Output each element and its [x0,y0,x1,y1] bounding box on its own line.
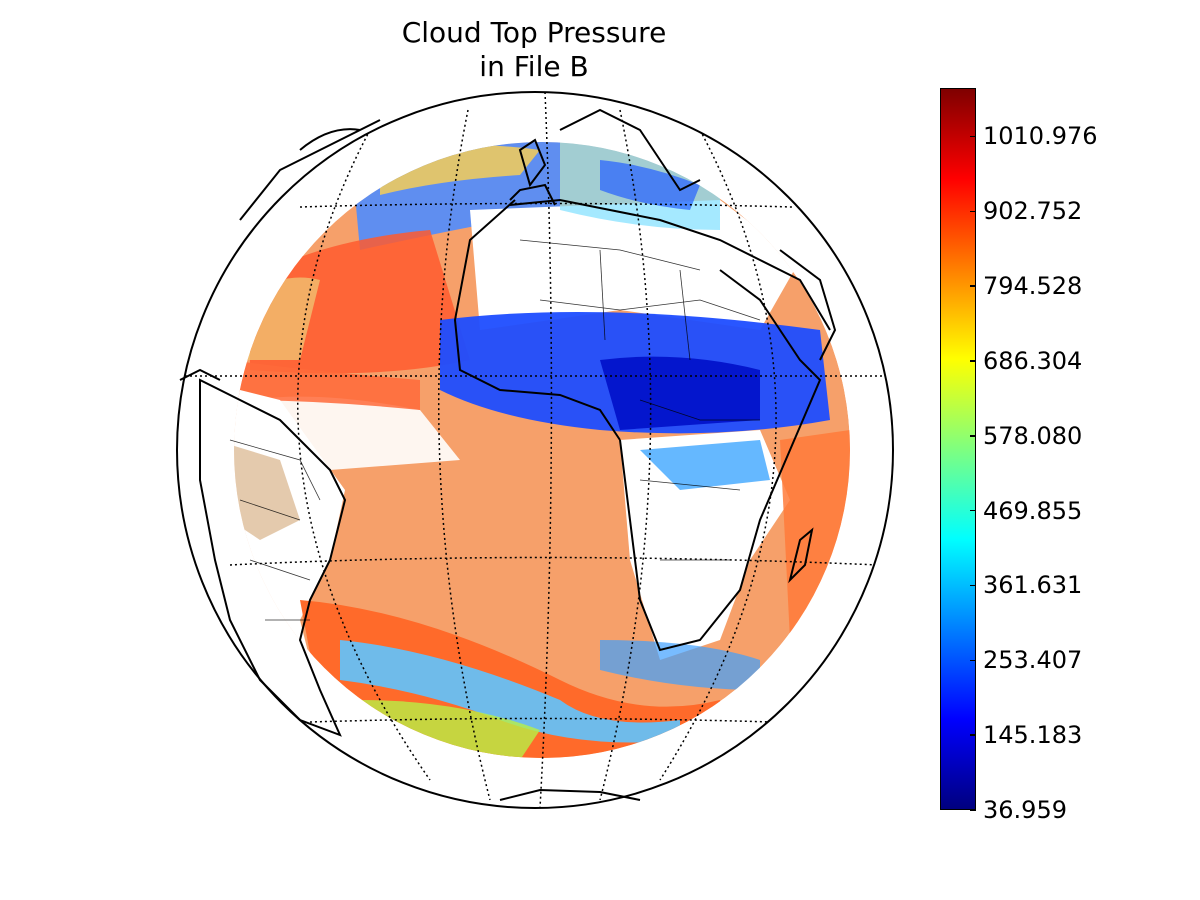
colorbar-tick-label: 36.959 [983,796,1067,824]
colorbar-tick-label: 469.855 [983,496,1083,525]
colorbar-tick [970,435,976,437]
colorbar-tick [970,659,976,662]
colorbar-tick-label: 794.528 [983,272,1083,301]
colorbar-tick-label: 253.407 [983,646,1083,675]
colorbar-tick-label: 361.631 [983,571,1083,600]
colorbar-tick-label: 686.304 [983,346,1083,375]
colorbar-tick-label: 1010.976 [983,122,1098,151]
colorbar-tick [970,584,976,587]
colorbar-tick [970,509,976,512]
globe-outline [176,91,894,809]
title-line-2: in File B [479,50,589,83]
colorbar-tick [970,734,976,736]
chart-title: Cloud Top Pressure in File B [334,16,734,84]
colorbar-tick [970,809,976,811]
colorbar [940,88,976,810]
cloud-data-disk [234,142,850,758]
colorbar-tick [970,285,976,287]
colorbar-tick [970,210,976,213]
colorbar-tick [970,360,976,362]
coastlines [179,108,837,801]
colorbar-tick-label: 145.183 [983,721,1083,750]
title-line-1: Cloud Top Pressure [401,16,667,49]
colorbar-tick [970,135,976,138]
colorbar-tick-label: 902.752 [983,197,1083,226]
country-borders [229,239,761,621]
colorbar-tick-label: 578.080 [983,421,1083,450]
